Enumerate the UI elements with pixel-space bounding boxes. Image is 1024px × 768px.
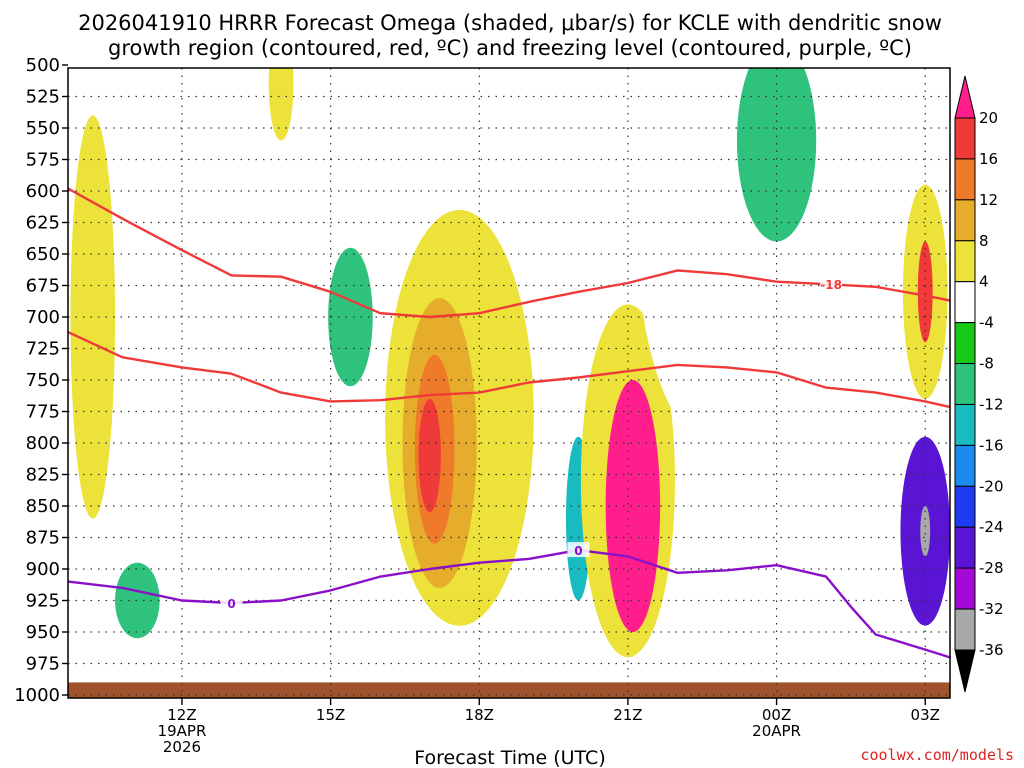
y-tick-label-650: 650 <box>26 244 60 265</box>
colorbar-bin-4 <box>954 240 976 283</box>
omega-region-yellow <box>70 115 116 519</box>
omega-region-yellow <box>268 68 294 141</box>
colorbar-bin--20 <box>954 444 976 487</box>
colorbar-label-8: 8 <box>979 232 989 250</box>
omega-shading <box>68 68 950 698</box>
omega-region-red <box>917 241 933 343</box>
y-tick-label-900: 900 <box>26 559 60 580</box>
colorbar-bin-8 <box>954 199 976 242</box>
colorbar-label--12: -12 <box>979 395 1004 413</box>
y-tick-label-975: 975 <box>26 654 60 675</box>
colorbar-bottom-arrow <box>954 649 976 693</box>
y-tick-label-600: 600 <box>26 181 60 202</box>
omega-region-gray <box>920 506 931 557</box>
colorbar-bin--8 <box>954 322 976 365</box>
y-tick-label-725: 725 <box>26 339 60 360</box>
colorbar-top-arrow <box>954 75 976 119</box>
colorbar-bin-12 <box>954 158 976 201</box>
colorbar-label--4: -4 <box>979 314 994 332</box>
y-tick-label-750: 750 <box>26 370 60 391</box>
y-tick-label-850: 850 <box>26 496 60 517</box>
dgz-lower-contour <box>68 331 950 409</box>
dgz-contour-label-bg <box>820 276 843 292</box>
y-tick-label-775: 775 <box>26 402 60 423</box>
colorbar-label--20: -20 <box>979 477 1004 495</box>
y-tick-label-950: 950 <box>26 622 60 643</box>
y-tick-label-1000: 1000 <box>14 685 60 706</box>
y-tick-label-825: 825 <box>26 465 60 486</box>
x-tick-label-12Z: 12Z <box>167 706 196 724</box>
y-axis: 500 525 550 575 600 625 650 675 700 725 750 775 800 8… <box>14 55 68 706</box>
colorbar-bin--24 <box>954 485 976 528</box>
colorbar-label--16: -16 <box>979 436 1004 454</box>
x-tick-date-00Z: 20APR <box>752 722 801 740</box>
x-tick-date-12Z: 19APR <box>158 722 207 740</box>
y-tick-label-925: 925 <box>26 591 60 612</box>
plot-frame <box>67 67 951 699</box>
colorbar-label--28: -28 <box>979 559 1004 577</box>
colorbar-bin--4 <box>954 281 976 324</box>
colorbar-bin--36 <box>954 608 976 651</box>
colorbar-bin--16 <box>954 403 976 446</box>
colorbar-bin--32 <box>954 567 976 610</box>
colorbar-label--36: -36 <box>979 641 1004 659</box>
freezing-contour-label-2-bg <box>567 542 590 558</box>
ground-band <box>68 682 950 698</box>
colorbar-bin--12 <box>954 363 976 405</box>
chart-title-line-2: growth region (contoured, red, ºC) and f… <box>108 36 912 60</box>
colorbar-label--24: -24 <box>979 518 1004 536</box>
omega-region-red <box>418 398 441 513</box>
colorbar-label--8: -8 <box>979 355 994 373</box>
x-axis-title: Forecast Time (UTC) <box>414 747 605 768</box>
credit-text: coolwx.com/models <box>860 746 1014 764</box>
y-tick-label-625: 625 <box>26 213 60 234</box>
y-tick-label-500: 500 <box>26 55 60 76</box>
y-tick-label-525: 525 <box>26 87 60 108</box>
x-tick-label-18Z: 18Z <box>465 706 494 724</box>
omega-region-teal <box>736 68 817 242</box>
colorbar-bin--28 <box>954 526 976 569</box>
x-tick-year-12Z: 2026 <box>163 738 201 756</box>
chart-title-line-1: 2026041910 HRRR Forecast Omega (shaded, … <box>78 11 942 35</box>
y-tick-label-700: 700 <box>26 307 60 328</box>
omega-region-magenta <box>605 380 661 632</box>
colorbar-bin-16 <box>954 117 976 160</box>
freezing-contour-label-2: 0 <box>574 544 582 558</box>
y-tick-label-675: 675 <box>26 276 60 297</box>
x-tick-label-03Z: 03Z <box>911 706 940 724</box>
omega-region-teal <box>115 562 160 639</box>
colorbar-label-20: 20 <box>979 109 998 127</box>
y-tick-label-875: 875 <box>26 528 60 549</box>
colorbar-label-12: 12 <box>979 191 998 209</box>
x-tick-label-15Z: 15Z <box>316 706 345 724</box>
freezing-contour-label-1: 0 <box>227 597 235 611</box>
colorbar-label-16: 16 <box>979 150 998 168</box>
y-tick-label-550: 550 <box>26 118 60 139</box>
x-tick-label-21Z: 21Z <box>613 706 642 724</box>
dgz-contour-label: -18 <box>820 278 842 292</box>
colorbar: 20 16 12 8 4 -4 -8 -12 -16 -20 -24 -28 -32 -36 <box>954 75 1004 693</box>
y-tick-label-800: 800 <box>26 433 60 454</box>
colorbar-label-4: 4 <box>979 273 989 291</box>
omega-region-teal <box>328 247 373 387</box>
x-tick-label-00Z: 00Z <box>762 706 791 724</box>
colorbar-label--32: -32 <box>979 600 1004 618</box>
freezing-contour-label-1-bg <box>220 595 243 611</box>
contours: -18 0 0 <box>68 187 950 659</box>
y-tick-label-575: 575 <box>26 150 60 171</box>
